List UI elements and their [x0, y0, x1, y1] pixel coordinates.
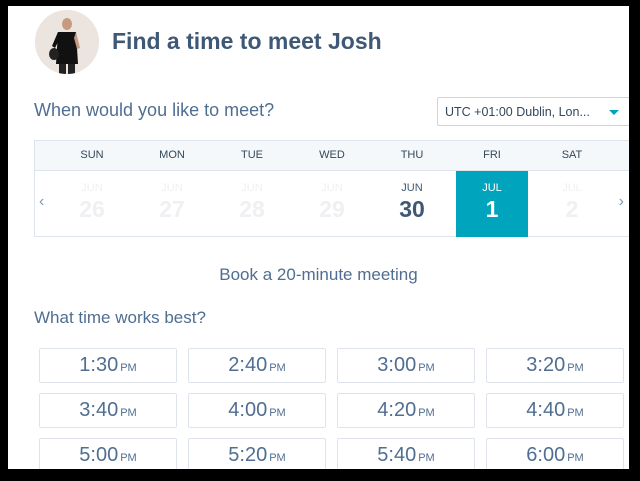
- next-week-button[interactable]: ›: [618, 193, 624, 210]
- weekday-label: SUN: [80, 149, 104, 161]
- date-month: JUN: [81, 182, 103, 194]
- time-slot-button[interactable]: 2:40 PM: [188, 348, 326, 383]
- slot-ampm: PM: [120, 362, 137, 374]
- weekday-label: THU: [400, 149, 424, 161]
- slot-time: 4:40: [526, 399, 566, 421]
- date-day: 28: [239, 196, 265, 222]
- slot-ampm: PM: [418, 407, 435, 419]
- slot-ampm: PM: [418, 452, 435, 464]
- slot-time: 1:30: [79, 354, 119, 376]
- date-month: JUL: [562, 182, 582, 194]
- slot-ampm: PM: [567, 407, 584, 419]
- date-month: JUN: [321, 182, 343, 194]
- time-slot-button[interactable]: 5:20 PM: [188, 438, 326, 469]
- slot-time: 5:00: [79, 444, 119, 466]
- meeting-duration-label: Book a 20-minute meeting: [219, 265, 418, 284]
- weekday-label: MON: [159, 149, 185, 161]
- prev-week-button[interactable]: ‹: [39, 193, 45, 210]
- slot-time: 6:00: [526, 444, 566, 466]
- weekday-label: WED: [319, 149, 345, 161]
- time-slot-button[interactable]: 3:00 PM: [337, 348, 475, 383]
- slot-ampm: PM: [269, 407, 286, 419]
- date-day: 26: [79, 196, 105, 222]
- time-question: What time works best?: [34, 308, 206, 327]
- weekday-header: SUN MON TUE WED THU FRI SAT: [35, 141, 629, 171]
- date-month: JUN: [241, 182, 263, 194]
- weekday-label: FRI: [483, 149, 501, 161]
- avatar: [35, 10, 99, 74]
- time-slot-button[interactable]: 6:00 PM: [486, 438, 624, 469]
- slot-time: 4:20: [377, 399, 417, 421]
- date-question: When would you like to meet?: [34, 100, 275, 120]
- slot-ampm: PM: [120, 407, 137, 419]
- time-slot-button[interactable]: 4:00 PM: [188, 393, 326, 428]
- caret-down-icon: [609, 110, 619, 115]
- date-cell-selected[interactable]: JUL 1: [456, 171, 528, 237]
- slot-time: 3:00: [377, 354, 417, 376]
- date-cell-disabled: JUL 2: [536, 171, 608, 237]
- date-day: 30: [399, 196, 425, 222]
- slot-ampm: PM: [567, 452, 584, 464]
- date-cell-disabled: JUN 26: [56, 171, 128, 237]
- slot-ampm: PM: [269, 452, 286, 464]
- time-slot-button[interactable]: 4:20 PM: [337, 393, 475, 428]
- weekday-label: SAT: [561, 149, 583, 161]
- time-slot-button[interactable]: 3:40 PM: [39, 393, 177, 428]
- timezone-select[interactable]: UTC +01:00 Dublin, Lon...: [437, 97, 629, 126]
- timezone-value: UTC +01:00 Dublin, Lon...: [445, 105, 590, 119]
- slot-ampm: PM: [418, 362, 435, 374]
- slot-time: 3:40: [79, 399, 119, 421]
- date-day: 29: [319, 196, 345, 222]
- date-month: JUN: [161, 182, 183, 194]
- time-slot-button[interactable]: 1:30 PM: [39, 348, 177, 383]
- date-day: 27: [159, 196, 185, 222]
- date-cell-disabled: JUN 28: [216, 171, 288, 237]
- slot-ampm: PM: [567, 362, 584, 374]
- slot-time: 2:40: [228, 354, 268, 376]
- date-cell-disabled: JUN 29: [296, 171, 368, 237]
- time-slot-button[interactable]: 5:40 PM: [337, 438, 475, 469]
- date-picker: SUN MON TUE WED THU FRI SAT ‹ › JUN 26 JUN…: [34, 140, 629, 237]
- slot-time: 5:40: [377, 444, 417, 466]
- date-day: 2: [565, 196, 579, 222]
- slot-ampm: PM: [120, 452, 137, 464]
- time-slot-button[interactable]: 4:40 PM: [486, 393, 624, 428]
- date-cell-available[interactable]: JUN 30: [376, 171, 448, 237]
- slot-time: 4:00: [228, 399, 268, 421]
- meeting-scheduler: Find a time to meet Josh When would you …: [8, 6, 629, 469]
- slot-time: 5:20: [228, 444, 268, 466]
- slot-time: 3:20: [526, 354, 566, 376]
- date-month: JUN: [401, 182, 423, 194]
- time-slot-button[interactable]: 3:20 PM: [486, 348, 624, 383]
- date-month: JUL: [482, 182, 502, 194]
- date-day: 1: [485, 196, 499, 222]
- weekday-label: TUE: [241, 149, 263, 161]
- page-title: Find a time to meet Josh: [112, 28, 382, 54]
- slot-ampm: PM: [269, 362, 286, 374]
- date-cell-disabled: JUN 27: [136, 171, 208, 237]
- person-photo-icon: [35, 10, 99, 74]
- time-slot-button[interactable]: 5:00 PM: [39, 438, 177, 469]
